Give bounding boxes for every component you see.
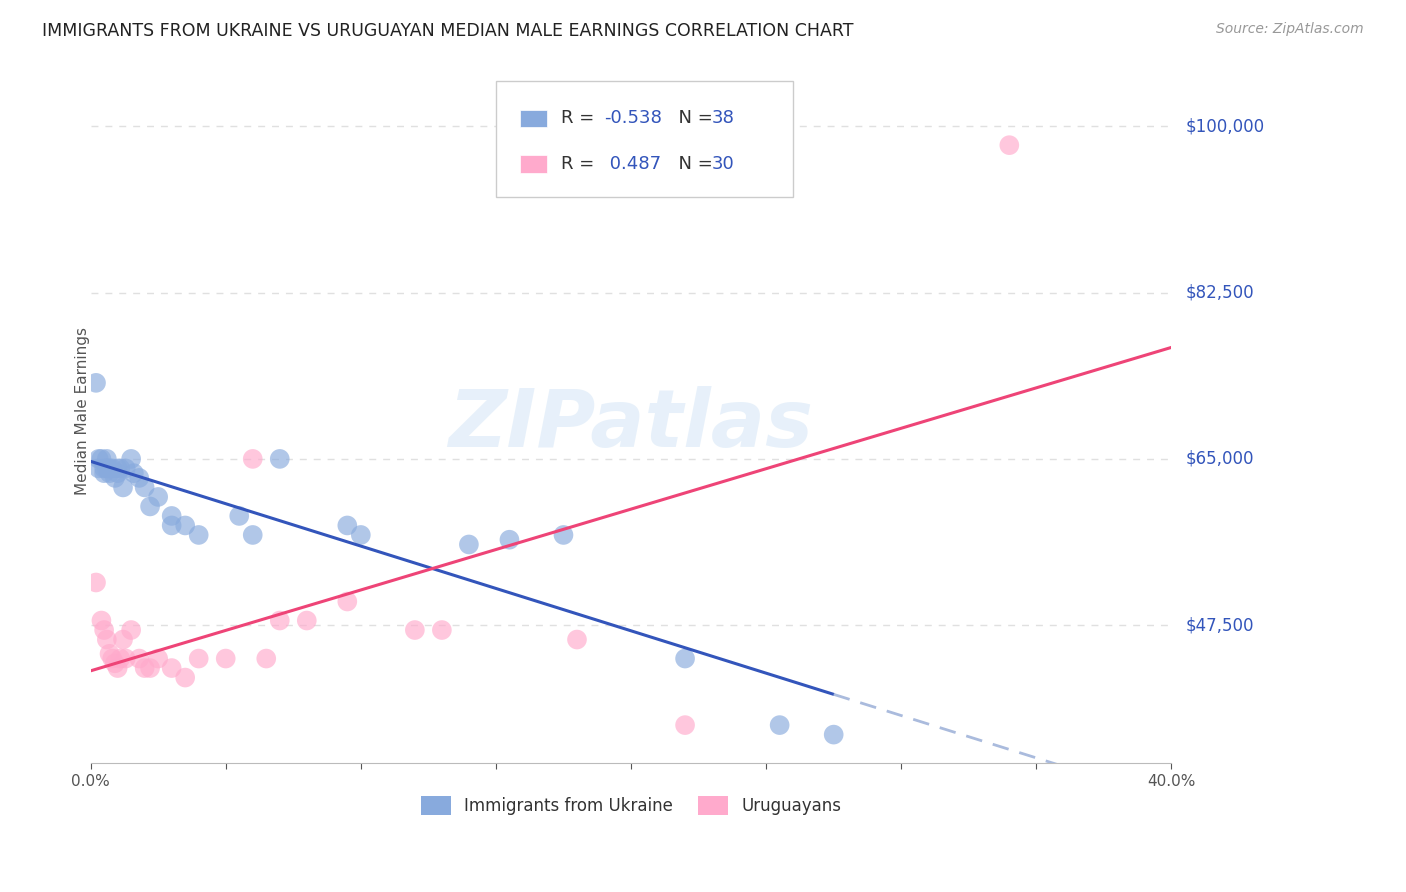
Point	[242, 451, 264, 466]
Point	[146, 490, 169, 504]
Point	[134, 480, 156, 494]
Point	[498, 533, 520, 547]
Point	[565, 632, 588, 647]
Point	[146, 651, 169, 665]
Point	[350, 528, 373, 542]
FancyBboxPatch shape	[520, 110, 547, 128]
Text: R =: R =	[561, 110, 600, 128]
Point	[90, 614, 112, 628]
Point	[673, 651, 696, 665]
Point	[84, 575, 107, 590]
Point	[254, 651, 277, 665]
Text: 38: 38	[711, 110, 735, 128]
Point	[101, 461, 124, 475]
Point	[160, 661, 183, 675]
Point	[269, 614, 291, 628]
Point	[404, 623, 426, 637]
Point	[87, 451, 110, 466]
Point	[295, 614, 318, 628]
Point	[128, 471, 150, 485]
Point	[139, 661, 162, 675]
Point	[430, 623, 453, 637]
Point	[120, 451, 142, 466]
Point	[96, 632, 118, 647]
Point	[336, 518, 359, 533]
Point	[122, 466, 145, 480]
Point	[458, 537, 481, 551]
Text: R =: R =	[561, 155, 600, 173]
Point	[553, 528, 575, 542]
Point	[228, 508, 250, 523]
Point	[160, 508, 183, 523]
Point	[673, 718, 696, 732]
Text: ZIPatlas: ZIPatlas	[449, 386, 814, 465]
Y-axis label: Median Male Earnings: Median Male Earnings	[75, 327, 90, 495]
Point	[174, 518, 197, 533]
Point	[174, 671, 197, 685]
Point	[93, 461, 115, 475]
Text: -0.538: -0.538	[605, 110, 662, 128]
Point	[187, 651, 209, 665]
Point	[96, 451, 118, 466]
Text: Source: ZipAtlas.com: Source: ZipAtlas.com	[1216, 22, 1364, 37]
FancyBboxPatch shape	[520, 155, 547, 173]
Text: IMMIGRANTS FROM UKRAINE VS URUGUAYAN MEDIAN MALE EARNINGS CORRELATION CHART: IMMIGRANTS FROM UKRAINE VS URUGUAYAN MED…	[42, 22, 853, 40]
Text: $100,000: $100,000	[1185, 117, 1264, 136]
Point	[215, 651, 238, 665]
Text: $82,500: $82,500	[1185, 284, 1254, 301]
Point	[104, 657, 127, 671]
Point	[87, 461, 110, 475]
Point	[187, 528, 209, 542]
Point	[114, 461, 136, 475]
Point	[104, 471, 127, 485]
Text: N =: N =	[666, 110, 718, 128]
Point	[90, 451, 112, 466]
Point	[98, 461, 121, 475]
Point	[269, 451, 291, 466]
Point	[96, 461, 118, 475]
Point	[998, 138, 1021, 153]
Point	[120, 623, 142, 637]
Point	[336, 594, 359, 608]
Point	[110, 461, 132, 475]
Point	[98, 466, 121, 480]
Point	[98, 647, 121, 661]
Point	[112, 480, 135, 494]
Point	[107, 461, 129, 475]
Point	[160, 518, 183, 533]
Point	[84, 376, 107, 390]
Text: 30: 30	[711, 155, 735, 173]
Legend: Immigrants from Ukraine, Uruguayans: Immigrants from Ukraine, Uruguayans	[411, 786, 851, 825]
Point	[139, 500, 162, 514]
Text: N =: N =	[666, 155, 718, 173]
Point	[110, 651, 132, 665]
Point	[107, 661, 129, 675]
Text: 0.487: 0.487	[605, 155, 661, 173]
Point	[101, 651, 124, 665]
Point	[242, 528, 264, 542]
Point	[769, 718, 792, 732]
Point	[93, 466, 115, 480]
Point	[114, 651, 136, 665]
Point	[107, 466, 129, 480]
Point	[112, 632, 135, 647]
Point	[93, 623, 115, 637]
FancyBboxPatch shape	[496, 80, 793, 197]
Text: $65,000: $65,000	[1185, 450, 1254, 468]
Point	[134, 661, 156, 675]
Text: $47,500: $47,500	[1185, 616, 1254, 634]
Point	[823, 728, 845, 742]
Point	[128, 651, 150, 665]
